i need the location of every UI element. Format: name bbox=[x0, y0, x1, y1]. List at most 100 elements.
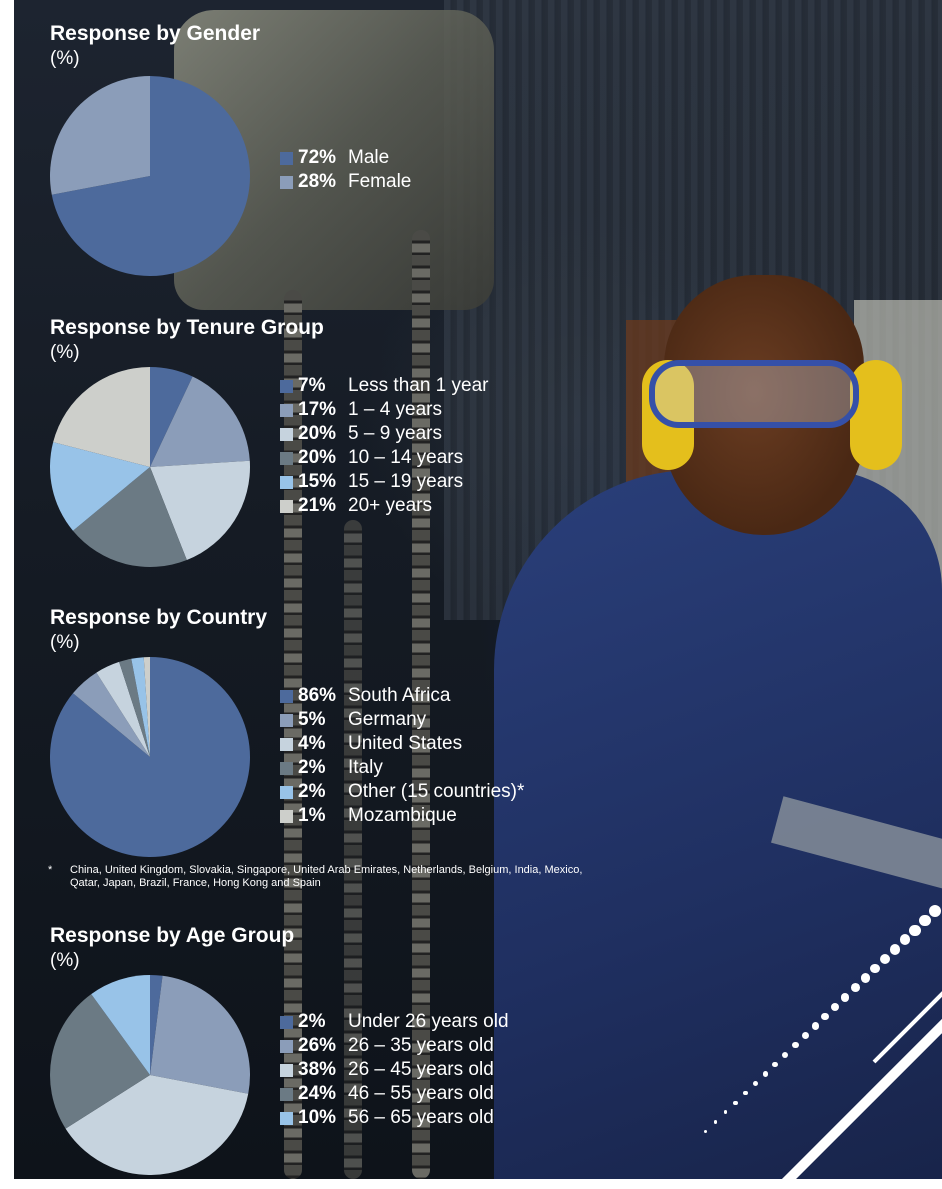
legend-percent: 4% bbox=[298, 733, 326, 754]
country-chart-header: Response by Country (%) bbox=[50, 606, 267, 656]
pie-slice-26-45-years-old bbox=[65, 1075, 249, 1175]
legend-swatch bbox=[280, 737, 293, 751]
tenure-legend: 7% Less than 1 year 17% 1 – 4 years 20% 5 – 9… bbox=[280, 374, 488, 518]
legend-label: Mozambique bbox=[348, 805, 457, 826]
legend-percent: 72% bbox=[298, 147, 337, 168]
legend-percent: 2% bbox=[298, 781, 326, 802]
decorative-dot bbox=[899, 934, 911, 946]
legend-swatch bbox=[280, 499, 293, 513]
chain-image bbox=[412, 230, 430, 1179]
age-chart-title: Response by Age Group bbox=[50, 924, 295, 947]
decorative-dot bbox=[782, 1051, 789, 1058]
legend-percent: 20% bbox=[298, 423, 337, 444]
pie-slice-under-26-years-old bbox=[150, 975, 163, 1075]
legend-label: Other (15 countries)* bbox=[348, 781, 525, 802]
legend-item: 17% 1 – 4 years bbox=[280, 398, 488, 422]
pie-slice-5-9-years bbox=[150, 460, 250, 560]
legend-label: 56 – 65 years old bbox=[348, 1107, 494, 1128]
pie-slice-other-15-countries bbox=[131, 657, 150, 757]
legend-swatch bbox=[280, 403, 293, 417]
age-chart-header: Response by Age Group (%) bbox=[50, 924, 294, 974]
tenure-chart-unit: (%) bbox=[50, 342, 80, 363]
gender-chart-header: Response by Gender (%) bbox=[50, 22, 260, 72]
chain-image bbox=[344, 520, 362, 1179]
pie-slice-20-years bbox=[53, 367, 150, 467]
legend-swatch bbox=[280, 1063, 293, 1077]
legend-label: Italy bbox=[348, 757, 383, 778]
gender-chart-title: Response by Gender bbox=[50, 22, 261, 45]
decorative-dot bbox=[919, 914, 931, 927]
infographic-panel: Response by Gender (%) 72% Male 28% Female … bbox=[14, 0, 942, 1179]
country-pie-chart bbox=[50, 657, 250, 857]
decorative-dot bbox=[909, 924, 921, 936]
pie-slice-mozambique bbox=[143, 657, 150, 757]
decorative-dot bbox=[870, 963, 880, 974]
decorative-dot bbox=[850, 983, 860, 993]
pie-slice-italy bbox=[119, 658, 150, 757]
country-legend: 86% South Africa 5% Germany 4% United States 2… bbox=[280, 684, 524, 828]
legend-label: Female bbox=[348, 171, 412, 192]
legend-item: 2% Other (15 countries)* bbox=[280, 780, 524, 804]
legend-item: 20% 5 – 9 years bbox=[280, 422, 488, 446]
decorative-dot bbox=[880, 953, 891, 964]
legend-label: Male bbox=[348, 147, 390, 168]
legend-label: South Africa bbox=[348, 685, 451, 706]
legend-label: 10 – 14 years bbox=[348, 447, 464, 468]
decorative-dot bbox=[811, 1022, 819, 1030]
pie-slice-46-55-years-old bbox=[50, 994, 150, 1129]
footnote-marker: * bbox=[48, 864, 53, 876]
decorative-dot bbox=[860, 973, 870, 983]
decorative-dot bbox=[723, 1110, 728, 1115]
pie-slice-less-than-1-year bbox=[150, 367, 193, 467]
pie-slice-56-65-years-old bbox=[91, 975, 150, 1075]
age-pie-chart bbox=[50, 975, 250, 1175]
legend-percent: 86% bbox=[298, 685, 337, 706]
legend-swatch bbox=[280, 761, 293, 775]
decorative-dot bbox=[821, 1012, 830, 1021]
decorative-dot bbox=[801, 1032, 809, 1040]
legend-percent: 21% bbox=[298, 495, 337, 516]
legend-item: 28% Female bbox=[280, 170, 411, 194]
pie-slice-1-4-years bbox=[150, 376, 250, 467]
legend-swatch bbox=[280, 475, 293, 489]
decorative-dot bbox=[752, 1081, 758, 1087]
pie-slice-united-states bbox=[96, 661, 150, 757]
legend-swatch bbox=[280, 809, 293, 823]
legend-item: 20% 10 – 14 years bbox=[280, 446, 488, 470]
age-chart-unit: (%) bbox=[50, 950, 80, 971]
safety-goggles-icon bbox=[649, 360, 859, 428]
legend-percent: 28% bbox=[298, 171, 337, 192]
legend-percent: 2% bbox=[298, 757, 326, 778]
decorative-dot bbox=[733, 1100, 738, 1105]
decorative-dot bbox=[713, 1120, 718, 1124]
tenure-pie-chart bbox=[50, 367, 250, 567]
legend-swatch bbox=[280, 689, 293, 703]
decorative-dot bbox=[889, 944, 901, 955]
legend-label: Germany bbox=[348, 709, 427, 730]
legend-item: 86% South Africa bbox=[280, 684, 524, 708]
decorative-dot bbox=[792, 1041, 799, 1049]
legend-swatch bbox=[280, 427, 293, 441]
decorative-dot bbox=[831, 1002, 840, 1011]
legend-label: 5 – 9 years bbox=[348, 423, 442, 444]
legend-item: 2% Under 26 years old bbox=[280, 1010, 509, 1034]
country-chart-title: Response by Country bbox=[50, 606, 268, 629]
legend-swatch bbox=[280, 379, 293, 393]
gender-chart-unit: (%) bbox=[50, 48, 80, 69]
legend-label: 1 – 4 years bbox=[348, 399, 442, 420]
legend-item: 21% 20+ years bbox=[280, 494, 488, 518]
legend-label: 46 – 55 years old bbox=[348, 1083, 494, 1104]
legend-percent: 17% bbox=[298, 399, 337, 420]
pie-slice-male bbox=[51, 76, 250, 276]
legend-label: Less than 1 year bbox=[348, 375, 489, 396]
legend-percent: 20% bbox=[298, 447, 337, 468]
legend-item: 24% 46 – 55 years old bbox=[280, 1082, 509, 1106]
legend-swatch bbox=[280, 713, 293, 727]
legend-item: 38% 26 – 45 years old bbox=[280, 1058, 509, 1082]
legend-percent: 1% bbox=[298, 805, 326, 826]
ear-defender-right-icon bbox=[850, 360, 902, 470]
legend-percent: 10% bbox=[298, 1107, 337, 1128]
legend-item: 10% 56 – 65 years old bbox=[280, 1106, 509, 1130]
pie-slice-germany bbox=[72, 672, 150, 757]
decorative-dot bbox=[929, 905, 941, 917]
